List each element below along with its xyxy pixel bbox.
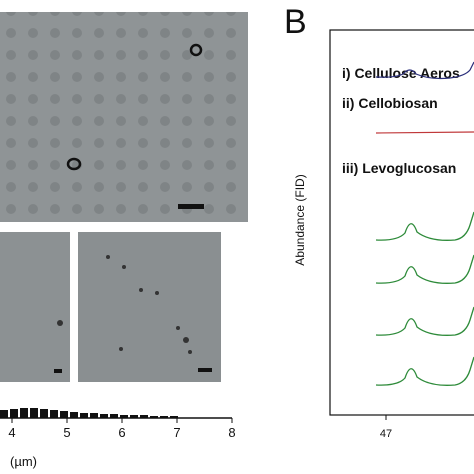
particle — [57, 320, 63, 326]
x-tick-label: 8 — [228, 425, 235, 440]
trace-label: i) Cellulose Aeros — [342, 65, 460, 81]
x-tick-label: 6 — [118, 425, 125, 440]
x-tick-label: 7 — [173, 425, 180, 440]
trace — [375, 61, 474, 80]
traces-green — [375, 211, 474, 386]
plot-frame — [329, 29, 474, 416]
particle — [66, 157, 82, 171]
micrograph-main — [0, 12, 248, 222]
x-tick-label: 47 — [380, 428, 392, 440]
x-tick-label: 4 — [8, 425, 15, 440]
y-axis-label: Abundance (FID) — [293, 174, 307, 265]
trace — [375, 131, 474, 134]
trace-label: ii) Cellobiosan — [342, 95, 438, 111]
x-tick-label: 5 — [63, 425, 70, 440]
scale-bar — [178, 204, 204, 209]
scale-bar — [198, 368, 212, 372]
x-ticks: 4 5 6 7 8 — [8, 418, 236, 440]
panel-label: B — [284, 3, 307, 41]
micrograph-small — [0, 232, 70, 382]
particle — [189, 43, 203, 57]
micrograph-small — [78, 232, 221, 382]
particles — [106, 255, 192, 354]
histogram-bars — [0, 408, 178, 418]
x-axis-unit: (µm) — [10, 454, 37, 469]
scale-bar — [54, 369, 62, 373]
trace-label: iii) Levoglucosan — [342, 160, 456, 176]
